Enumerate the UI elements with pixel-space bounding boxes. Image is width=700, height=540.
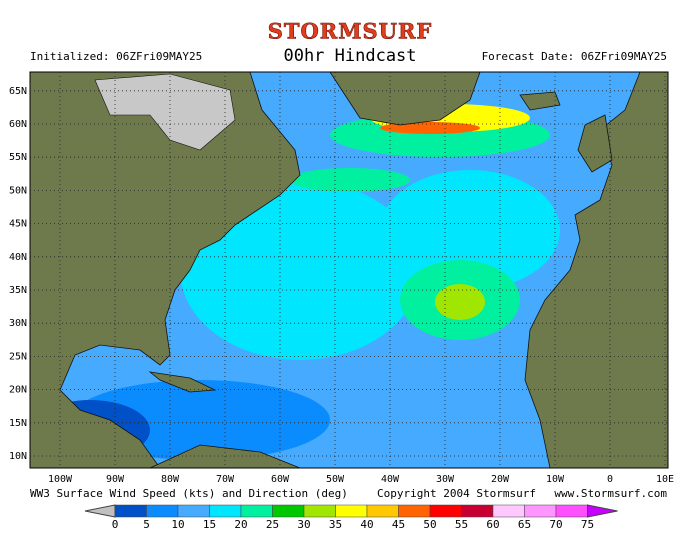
lat-label: 30N <box>9 318 27 329</box>
lon-label: 10E <box>656 474 674 485</box>
north-america <box>29 71 301 469</box>
colorbar-swatch <box>398 504 431 518</box>
colorbar-label: 0 <box>112 518 119 531</box>
map <box>29 71 669 469</box>
lat-label: 60N <box>9 119 27 130</box>
iceland <box>519 91 561 111</box>
colorbar-label: 30 <box>297 518 310 531</box>
url: www.Stormsurf.com <box>554 487 667 500</box>
british-isles <box>577 114 613 173</box>
colorbar-swatch <box>555 504 588 518</box>
colorbar-label: 50 <box>423 518 436 531</box>
initialized: Initialized: 06ZFri09MAY25 <box>30 50 202 63</box>
lat-label: 40N <box>9 252 27 263</box>
lat-label: 65N <box>9 86 27 97</box>
lat-label: 20N <box>9 385 27 396</box>
colorbar-label: 15 <box>203 518 216 531</box>
lon-label: 40W <box>381 474 400 485</box>
colorbar-swatch <box>524 504 557 518</box>
colorbar-label: 45 <box>392 518 405 531</box>
colorbar-swatch <box>114 504 147 518</box>
colorbar-label: 10 <box>171 518 184 531</box>
lon-label: 0 <box>607 474 613 485</box>
lat-label: 15N <box>9 418 27 429</box>
colorbar-label: 75 <box>581 518 594 531</box>
colorbar-swatch <box>492 504 525 518</box>
logo: STORMSURF <box>268 19 433 44</box>
colorbar-swatch <box>335 504 368 518</box>
lon-label: 70W <box>216 474 235 485</box>
colorbar-label: 70 <box>549 518 562 531</box>
colorbar-swatch <box>177 504 210 518</box>
colorbar-swatch <box>366 504 399 518</box>
colorbar-swatch <box>146 504 179 518</box>
lon-label: 10W <box>546 474 565 485</box>
europe-africa <box>524 71 669 469</box>
wind-field <box>435 284 485 320</box>
colorbar-under <box>84 504 116 518</box>
colorbar: 0 5 10 15 20 25 30 35 40 45 50 55 60 65 70 75 <box>84 504 618 531</box>
lat-label: 55N <box>9 152 27 163</box>
colorbar-over <box>587 504 618 518</box>
title: 00hr Hindcast <box>283 46 416 66</box>
colorbar-label: 35 <box>329 518 342 531</box>
lon-label: 100W <box>48 474 73 485</box>
colorbar-label: 5 <box>143 518 150 531</box>
lon-label: 90W <box>106 474 125 485</box>
lat-label: 35N <box>9 285 27 296</box>
wind-field <box>290 168 410 192</box>
hudson-bay <box>94 73 236 151</box>
lon-label: 80W <box>161 474 180 485</box>
colorbar-label: 55 <box>455 518 468 531</box>
colorbar-label: 60 <box>486 518 499 531</box>
lon-label: 60W <box>271 474 290 485</box>
lat-label: 50N <box>9 185 27 196</box>
colorbar-swatch <box>272 504 305 518</box>
greenland <box>329 71 481 126</box>
colorbar-swatch <box>303 504 336 518</box>
colorbar-swatch <box>209 504 242 518</box>
map-frame <box>29 71 669 469</box>
colorbar-label: 40 <box>360 518 373 531</box>
caption: WW3 Surface Wind Speed (kts) and Directi… <box>30 487 348 500</box>
colorbar-swatch <box>429 504 462 518</box>
lon-label: 20W <box>491 474 510 485</box>
lat-label: 45N <box>9 219 27 230</box>
copyright: Copyright 2004 Stormsurf <box>377 487 536 500</box>
colorbar-label: 25 <box>266 518 279 531</box>
wind-field <box>380 170 560 290</box>
lon-label: 30W <box>436 474 455 485</box>
colorbar-label: 20 <box>234 518 247 531</box>
wind-field <box>380 122 480 134</box>
forecast-date: Forecast Date: 06ZFri09MAY25 <box>482 50 667 63</box>
cuba <box>148 371 217 393</box>
lat-label: 25N <box>9 351 27 362</box>
wind-field <box>180 180 420 360</box>
colorbar-swatch <box>240 504 273 518</box>
colorbar-swatch <box>461 504 494 518</box>
lon-label: 50W <box>326 474 345 485</box>
lat-label: 10N <box>9 451 27 462</box>
colorbar-label: 65 <box>518 518 531 531</box>
